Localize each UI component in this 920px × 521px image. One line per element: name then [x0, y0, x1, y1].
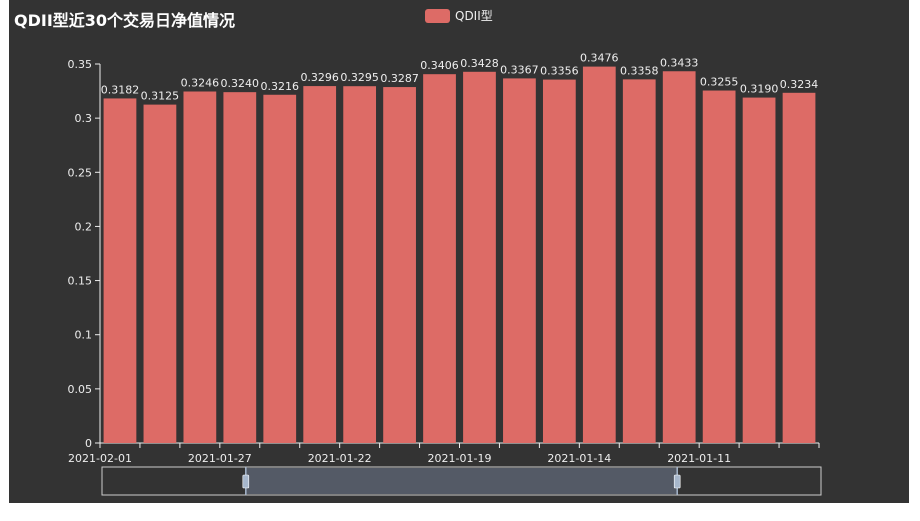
x-tick-label: 2021-01-19	[428, 452, 492, 465]
bar-value-label: 0.3428	[460, 57, 499, 70]
y-tick-label: 0.25	[68, 166, 93, 179]
bar-value-label: 0.3190	[740, 83, 779, 96]
bar-value-label: 0.3367	[500, 63, 539, 76]
bar	[103, 98, 137, 443]
bar	[782, 92, 816, 443]
x-tick-label: 2021-01-11	[667, 452, 731, 465]
datazoom-handle-start[interactable]	[242, 474, 250, 489]
datazoom-window[interactable]	[245, 468, 678, 494]
bar-value-label: 0.3406	[420, 59, 459, 72]
bar-chart: 0 0.05 0.1 0.15 0.2 0.25 0.3 0.35 2021-02-01 2021…	[68, 52, 822, 496]
bar-value-label: 0.3433	[660, 56, 699, 69]
bar	[383, 87, 416, 444]
bar	[423, 74, 456, 443]
bar-value-label: 0.3240	[221, 77, 260, 90]
bar	[742, 97, 776, 443]
x-tick-label: 2021-02-01	[68, 452, 132, 465]
bar	[303, 86, 337, 444]
x-tick-label: 2021-01-27	[188, 452, 252, 465]
y-tick-label: 0.05	[68, 383, 93, 396]
datazoom-handle-end[interactable]	[673, 474, 681, 489]
legend[interactable]: QDII型	[425, 7, 493, 24]
bar-value-label: 0.3358	[620, 64, 659, 77]
bar	[223, 92, 257, 443]
bar-value-label: 0.3476	[580, 52, 619, 65]
bar-value-label: 0.3216	[261, 80, 300, 93]
bar	[542, 79, 576, 443]
bar-value-label: 0.3287	[380, 72, 419, 85]
chart-panel: QDII型近30个交易日净值情况 QDII型 0 0.05 0.1 0.15 0.2 0.…	[9, 0, 909, 503]
bar	[622, 79, 656, 443]
bar-value-label: 0.3255	[700, 76, 739, 89]
bar	[503, 78, 536, 443]
x-tick-label: 2021-01-14	[547, 452, 611, 465]
bar-value-label: 0.3246	[181, 77, 220, 90]
y-tick-label: 0.2	[75, 220, 93, 233]
bar	[463, 71, 496, 443]
legend-swatch	[425, 8, 450, 23]
bar	[662, 71, 696, 444]
bar	[263, 94, 297, 443]
y-tick-label: 0.3	[75, 112, 93, 125]
y-tick-label: 0.1	[75, 329, 93, 342]
bar-value-label: 0.3182	[101, 83, 140, 96]
bar	[143, 104, 177, 443]
y-tick-label: 0.15	[68, 275, 93, 288]
bar-value-label: 0.3295	[340, 71, 379, 84]
y-tick-label: 0	[85, 437, 92, 450]
bar	[582, 66, 616, 444]
chart-title: QDII型近30个交易日净值情况	[14, 11, 236, 30]
bar	[702, 90, 736, 443]
bar-value-label: 0.3125	[141, 90, 180, 103]
bar-value-label: 0.3296	[300, 71, 339, 84]
bar-value-label: 0.3356	[540, 65, 579, 78]
y-tick-label: 0.35	[68, 58, 93, 71]
bar-value-label: 0.3234	[780, 78, 819, 91]
datazoom-track	[101, 466, 822, 496]
x-tick-label: 2021-01-22	[308, 452, 372, 465]
bar	[183, 91, 217, 443]
bar	[343, 86, 377, 443]
legend-label: QDII型	[455, 9, 493, 23]
